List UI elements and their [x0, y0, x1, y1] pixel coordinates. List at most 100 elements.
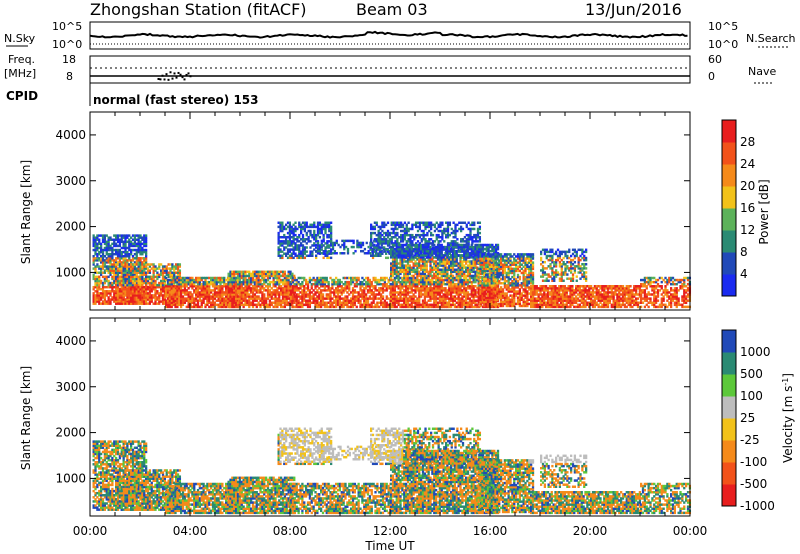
heatmap-cell — [141, 261, 144, 264]
heatmap-cell — [178, 276, 181, 280]
heatmap-cell — [316, 246, 320, 249]
heatmap-cell — [195, 297, 198, 300]
heatmap-cell — [403, 305, 406, 309]
heatmap-cell — [448, 268, 451, 271]
heatmap-cell — [374, 278, 377, 282]
heatmap-cell — [378, 293, 381, 296]
heatmap-cell — [139, 277, 142, 281]
heatmap-cell — [374, 293, 377, 296]
heatmap-cell — [446, 282, 449, 286]
heatmap-cell — [100, 265, 103, 268]
heatmap-cell — [429, 278, 432, 282]
heatmap-cell — [442, 301, 445, 304]
heatmap-cell — [431, 303, 434, 307]
heatmap-cell — [226, 301, 230, 304]
heatmap-cell — [103, 259, 107, 262]
heatmap-cell — [411, 240, 414, 243]
heatmap-cell — [240, 272, 243, 276]
heatmap-cell — [426, 233, 429, 237]
heatmap-cell — [292, 233, 295, 237]
heatmap-cell — [446, 256, 449, 259]
heatmap-cell — [115, 288, 118, 291]
heatmap-cell — [293, 299, 297, 302]
heatmap-cell — [410, 270, 413, 274]
heatmap-cell — [233, 293, 236, 296]
heatmap-cell — [400, 238, 403, 241]
heatmap-cell — [301, 297, 304, 300]
heatmap-cell — [146, 269, 150, 272]
heatmap-cell — [381, 305, 385, 309]
heatmap-cell — [213, 295, 217, 298]
heatmap-cell — [107, 257, 110, 260]
heatmap-cell — [143, 236, 146, 239]
heatmap-cell — [158, 283, 161, 287]
heatmap-cell — [170, 280, 173, 284]
heatmap-cell — [196, 293, 200, 296]
heatmap-cell — [137, 250, 140, 254]
heatmap-cell — [291, 299, 294, 302]
heatmap-cell — [130, 273, 133, 277]
heatmap-cell — [291, 289, 295, 292]
heatmap-cell — [346, 252, 350, 255]
heatmap-cell — [248, 293, 251, 296]
heatmap-cell — [204, 289, 207, 292]
heatmap-cell — [379, 227, 382, 231]
heatmap-cell — [176, 271, 180, 274]
heatmap-cell — [450, 278, 453, 282]
heatmap-cell — [101, 296, 105, 299]
heatmap-cell — [100, 250, 103, 254]
heatmap-cell — [208, 289, 211, 292]
heatmap-cell — [198, 293, 202, 296]
heatmap-cell — [396, 231, 399, 235]
heatmap-cell — [403, 233, 407, 237]
heatmap-cell — [435, 291, 438, 294]
heatmap-cell — [107, 290, 110, 293]
heatmap-cell — [169, 273, 172, 277]
heatmap-cell — [200, 285, 203, 288]
heatmap-cell — [131, 285, 135, 289]
heatmap-cell — [411, 233, 414, 237]
heatmap-cell — [139, 300, 142, 303]
heatmap-cell — [416, 221, 420, 225]
heatmap-cell — [459, 301, 462, 304]
heatmap-cell — [444, 303, 447, 307]
heatmap-cell — [412, 264, 415, 267]
heatmap-cell — [166, 278, 170, 282]
heatmap-cell — [128, 279, 131, 283]
heatmap-cell — [276, 301, 279, 304]
heatmap-cell — [411, 227, 414, 231]
heatmap-cell — [122, 265, 125, 268]
heatmap-cell — [374, 295, 377, 298]
heatmap-cell — [413, 254, 416, 258]
freq-right-tick-bottom: 0 — [708, 70, 715, 83]
heatmap-cell — [407, 238, 410, 241]
heatmap-cell — [330, 221, 333, 225]
heatmap-cell — [96, 242, 99, 246]
heatmap-cell — [451, 278, 455, 282]
heatmap-cell — [335, 239, 338, 243]
heatmap-cell — [137, 269, 140, 272]
heatmap-cell — [128, 296, 131, 299]
heatmap-cell — [139, 248, 142, 252]
heatmap-cell — [231, 278, 234, 282]
heatmap-cell — [166, 293, 170, 296]
heatmap-cell — [213, 276, 217, 280]
heatmap-cell — [467, 240, 470, 243]
heatmap-cell — [368, 291, 372, 294]
heatmap-cell — [427, 303, 430, 307]
heatmap-cell — [145, 240, 148, 244]
heatmap-cell — [439, 229, 442, 233]
heatmap-cell — [310, 278, 313, 282]
heatmap-cell — [211, 295, 215, 298]
heatmap-cell — [290, 225, 293, 229]
heatmap-cell — [318, 287, 321, 290]
heatmap-cell — [431, 260, 434, 263]
heatmap-cell — [276, 291, 279, 294]
heatmap-cell — [291, 272, 294, 276]
heatmap-cell — [276, 299, 279, 302]
heatmap-cell — [291, 297, 295, 300]
heatmap-cell — [418, 235, 422, 239]
heatmap-cell — [458, 221, 461, 225]
heatmap-cell — [244, 278, 247, 282]
heatmap-cell — [445, 221, 448, 225]
